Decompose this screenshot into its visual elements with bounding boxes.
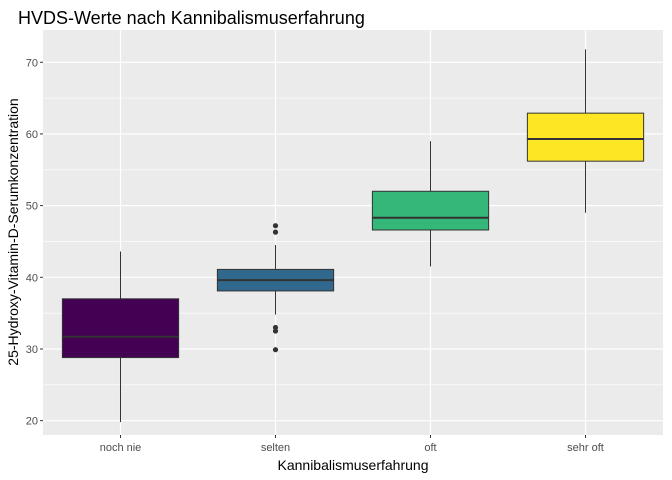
x-tick-label: oft (424, 442, 436, 454)
box-noch-nie (61, 251, 180, 423)
plot-panel (43, 30, 663, 435)
box-sehr-oft (526, 49, 645, 213)
outlier-point (272, 347, 279, 353)
outlier-point (272, 328, 279, 334)
box-oft (371, 141, 490, 267)
outlier-point (272, 324, 279, 331)
y-tick-label: 60 (26, 129, 38, 141)
x-tick-label: noch nie (100, 442, 142, 454)
y-tick-label: 70 (26, 57, 38, 69)
outlier-point (272, 223, 279, 229)
axes: 20 30 40 50 60 70 noch nie selten oft sehr oft (26, 57, 604, 454)
boxes (61, 49, 645, 423)
y-tick-label: 40 (26, 272, 38, 284)
x-tick-label: sehr oft (567, 442, 604, 454)
y-axis-title: 25-Hydroxy-Vitamin-D-Serumkonzentration (5, 98, 21, 365)
y-tick-label: 50 (26, 201, 38, 213)
x-axis-title: Kannibalismuserfahrung (278, 457, 429, 473)
box-body (61, 298, 180, 359)
box-body (371, 190, 490, 231)
box-selten (216, 223, 335, 353)
x-tick-label: selten (261, 442, 290, 454)
chart-title: HVDS-Werte nach Kannibalismuserfahrung (18, 8, 365, 28)
box-body (526, 112, 645, 162)
y-tick-label: 30 (26, 344, 38, 356)
y-tick-label: 20 (26, 416, 38, 428)
outlier-point (272, 229, 279, 235)
